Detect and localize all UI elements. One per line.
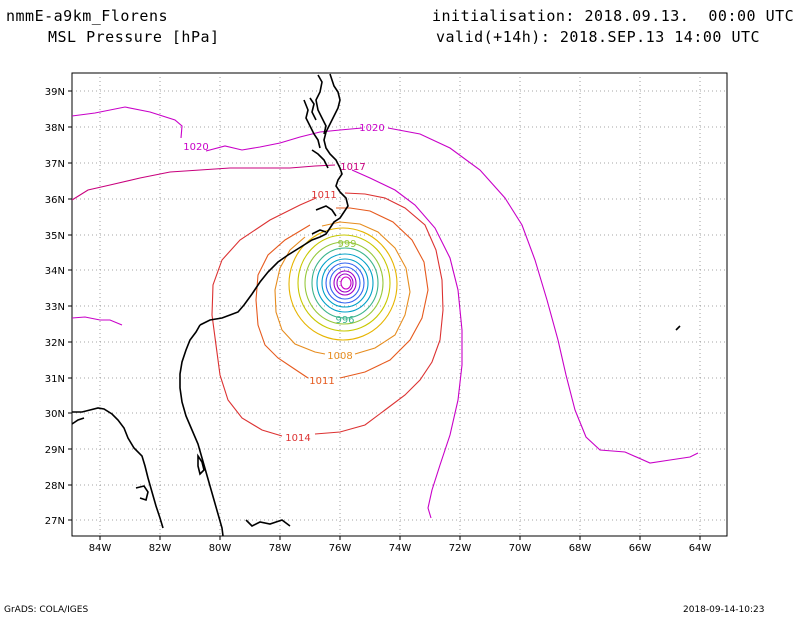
isobar-1005 xyxy=(288,227,398,341)
tick-marks xyxy=(68,90,701,540)
lat-label: 28N xyxy=(45,481,65,492)
isobar-1014 xyxy=(211,192,444,437)
isobar-1002 xyxy=(297,234,391,332)
isobar-990 xyxy=(321,258,369,308)
lat-label: 31N xyxy=(45,374,65,385)
contour-label: 1011 xyxy=(309,376,334,387)
isobar-996 xyxy=(311,247,379,319)
contour-label: 1020 xyxy=(183,142,208,153)
lat-label: 34N xyxy=(45,266,65,277)
lon-label: 82W xyxy=(149,543,172,554)
model-name: nmmE-a9km_Florens xyxy=(6,7,169,25)
lon-label: 80W xyxy=(209,543,232,554)
isobar-1020-west xyxy=(71,316,123,326)
isobar-975 xyxy=(340,276,352,290)
isobar-1011 xyxy=(255,207,429,379)
lat-label: 27N xyxy=(45,516,65,527)
lat-label: 32N xyxy=(45,338,65,349)
lat-label: 30N xyxy=(45,409,65,420)
isobar-987 xyxy=(325,262,365,304)
lat-label: 38N xyxy=(45,123,65,134)
contour-label: 1017 xyxy=(340,162,365,173)
isobar-984 xyxy=(329,266,361,300)
isobar-993 xyxy=(316,253,374,313)
isobar-1017 xyxy=(71,164,336,201)
footer-timestamp: 2018-09-14-10:23 xyxy=(683,605,765,615)
contour-label: 1020 xyxy=(359,123,384,134)
lon-label: 76W xyxy=(329,543,352,554)
isobar-999 xyxy=(304,241,384,325)
lat-label: 33N xyxy=(45,302,65,313)
lon-label: 64W xyxy=(689,543,712,554)
valid-time: valid(+14h): 2018.SEP.13 14:00 UTC xyxy=(436,28,761,46)
lat-label: 29N xyxy=(45,445,65,456)
lon-label: 74W xyxy=(389,543,412,554)
footer-credit: GrADS: COLA/IGES xyxy=(4,605,89,615)
isobar-978 xyxy=(336,273,354,293)
lat-label: 36N xyxy=(45,195,65,206)
field-name: MSL Pressure [hPa] xyxy=(48,28,220,46)
contour-label: 999 xyxy=(337,239,356,250)
lon-label: 68W xyxy=(569,543,592,554)
contour-label: 1008 xyxy=(327,351,352,362)
init-time: initialisation: 2018.09.13. 00:00 UTC xyxy=(432,7,795,25)
lon-label: 66W xyxy=(629,543,652,554)
isobar-981 xyxy=(333,270,357,296)
contour-label: 996 xyxy=(335,315,354,326)
lon-label: 84W xyxy=(89,543,112,554)
lat-label: 39N xyxy=(45,87,65,98)
lon-label: 70W xyxy=(509,543,532,554)
gridlines xyxy=(72,73,727,536)
lon-label: 78W xyxy=(269,543,292,554)
coastline xyxy=(71,73,681,537)
lon-label: 72W xyxy=(449,543,472,554)
lat-label: 35N xyxy=(45,231,65,242)
map-frame xyxy=(71,72,728,537)
contour-label: 1014 xyxy=(285,433,310,444)
isobar-1020 xyxy=(71,106,699,519)
contour-label: 1011 xyxy=(311,190,336,201)
lat-label: 37N xyxy=(45,159,65,170)
